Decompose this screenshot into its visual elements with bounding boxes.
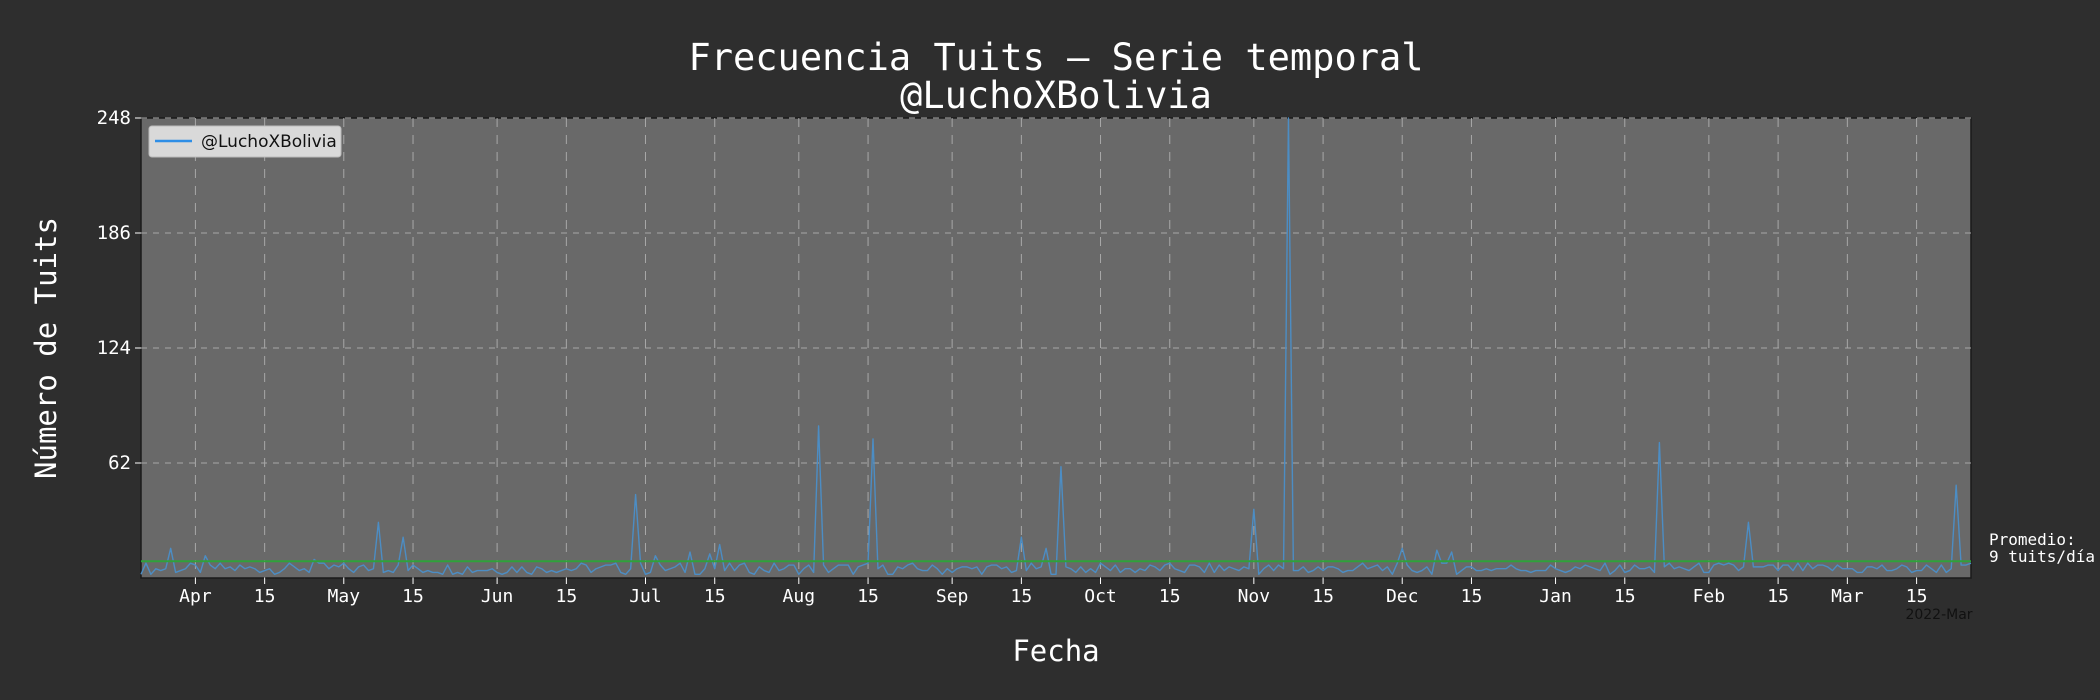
x-tick-label-7: 15 xyxy=(704,586,726,607)
x-tick-label-16: Dec xyxy=(1386,586,1419,607)
x-tick-label-20: Feb xyxy=(1693,586,1726,607)
x-tick-label-15: 15 xyxy=(1312,586,1334,607)
x-tick-label-10: Sep xyxy=(936,586,969,607)
x-tick-layer: Apr 15 May 15 Jun 15 Jul 15 Aug 15 Sep 15 Oct 15 Nov 15… xyxy=(179,578,1927,607)
legend: @LuchoXBolivia xyxy=(148,125,342,158)
series-layer xyxy=(140,117,1972,575)
x-tick-label-23: 15 xyxy=(1906,586,1928,607)
y-tick-label-124: 124 xyxy=(97,337,131,359)
x-tick-label-13: 15 xyxy=(1159,586,1181,607)
x-offset-label: 2022-Mar xyxy=(1905,607,1972,623)
x-tick-label-22: Mar xyxy=(1831,586,1864,607)
x-tick-label-8: Aug xyxy=(783,586,816,607)
x-tick-label-1: 15 xyxy=(254,586,276,607)
legend-box xyxy=(148,125,342,158)
x-tick-label-12: Oct xyxy=(1084,586,1117,607)
x-tick-label-6: Jul xyxy=(629,586,662,607)
x-tick-label-0: Apr xyxy=(179,586,212,607)
series-line xyxy=(140,117,1972,575)
x-tick-label-5: 15 xyxy=(556,586,578,607)
y-axis-label: Número de Tuits xyxy=(29,217,63,479)
grid-layer xyxy=(141,117,1971,578)
x-tick-label-2: May xyxy=(328,586,361,607)
legend-entry: @LuchoXBolivia xyxy=(201,132,337,152)
chart-title-line2: @LuchoXBolivia xyxy=(900,74,1212,117)
x-tick-label-17: 15 xyxy=(1461,586,1483,607)
y-tick-label-248: 248 xyxy=(97,107,131,129)
mean-label-line1: Promedio: xyxy=(1989,530,2076,549)
x-tick-label-14: Nov xyxy=(1238,586,1271,607)
y-tick-layer: 248 186 124 62 xyxy=(97,107,141,474)
x-tick-label-11: 15 xyxy=(1011,586,1033,607)
mean-label-line2: 9 tuits/día xyxy=(1989,547,2095,566)
x-tick-label-19: 15 xyxy=(1614,586,1636,607)
x-tick-label-9: 15 xyxy=(857,586,879,607)
y-tick-label-62: 62 xyxy=(108,452,131,474)
x-tick-label-18: Jan xyxy=(1539,586,1572,607)
x-axis-label: Fecha xyxy=(1012,634,1099,668)
x-tick-label-3: 15 xyxy=(402,586,424,607)
x-tick-label-4: Jun xyxy=(481,586,514,607)
x-tick-label-21: 15 xyxy=(1767,586,1789,607)
y-tick-label-186: 186 xyxy=(97,222,131,244)
chart-title-line1: Frecuencia Tuits – Serie temporal xyxy=(688,36,1423,79)
